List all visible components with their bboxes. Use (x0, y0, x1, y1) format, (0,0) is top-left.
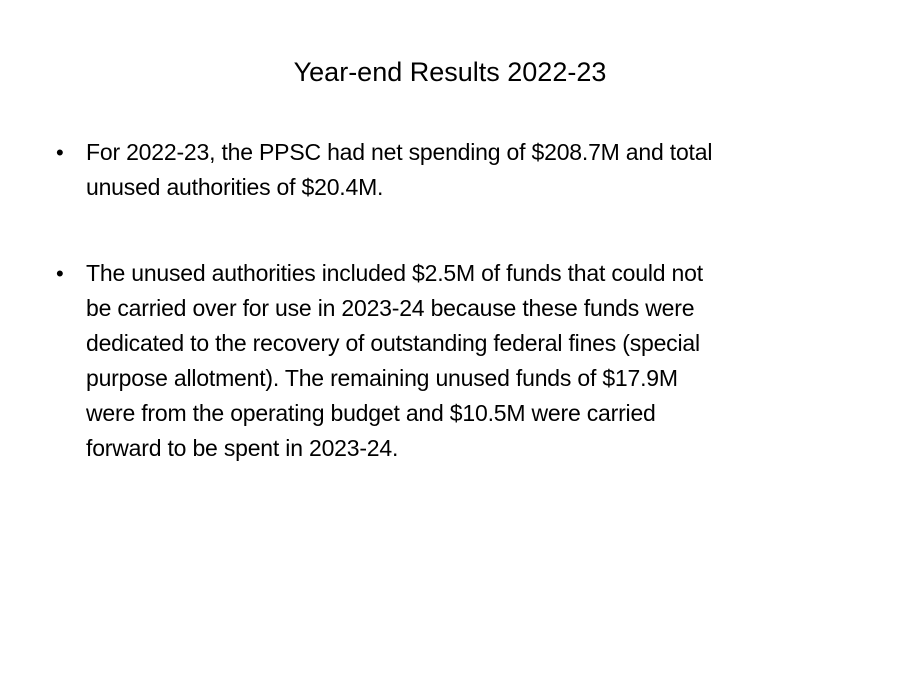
bullet-line: unused authorities of $20.4M. (86, 174, 384, 200)
bullet-text: The unused authorities included $2.5M of… (86, 256, 703, 466)
slide-title: Year-end Results 2022-23 (293, 57, 607, 87)
bullet-line: The unused authorities included $2.5M of… (86, 260, 703, 286)
bullet-icon: • (56, 261, 64, 286)
bullet-text: For 2022-23, the PPSC had net spending o… (86, 135, 712, 205)
bullet-line: dedicated to the recovery of outstanding… (86, 330, 700, 356)
bullet-line: forward to be spent in 2023-24. (86, 435, 399, 461)
bullet-line: purpose allotment). The remaining unused… (86, 365, 678, 391)
bullet-line: For 2022-23, the PPSC had net spending o… (86, 139, 713, 165)
bullet-line: were from the operating budget and $10.5… (86, 400, 656, 426)
bullet-line: be carried over for use in 2023-24 becau… (86, 295, 695, 321)
bullet-icon: • (56, 140, 64, 165)
